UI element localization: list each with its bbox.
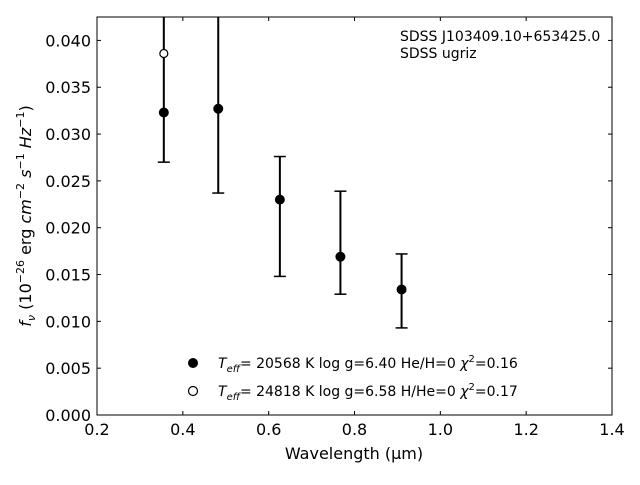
x-tick-label: 0.6 — [256, 420, 281, 439]
legend-marker-filled — [188, 358, 198, 368]
legend-text-model-2: Teff= 24818 K log g=6.58 H/He=0 χ2=0.17 — [218, 382, 518, 403]
y-tick-label: 0.005 — [45, 359, 91, 378]
y-tick-label: 0.030 — [45, 125, 91, 144]
plot-frame — [96, 16, 613, 416]
y-tick-label: 0.025 — [45, 172, 91, 191]
y-axis-label: fν (10−26 erg cm−2 s−1 Hz−1) — [14, 105, 38, 326]
x-tick-label: 0.4 — [170, 420, 195, 439]
model-point-filled — [396, 284, 407, 295]
x-tick-label: 1.4 — [599, 420, 624, 439]
y-tick-label: 0.020 — [45, 219, 91, 238]
y-tick-label: 0.040 — [45, 31, 91, 50]
legend-marker-open — [187, 385, 199, 397]
annotation-object-name: SDSS J103409.10+653425.0 — [400, 29, 600, 45]
annotation-photometry: SDSS ugriz — [400, 46, 477, 62]
legend: Teff= 20568 K log g=6.40 He/H=0 χ2=0.16 … — [187, 354, 518, 403]
axis-ticks: 0.2 0.4 0.6 0.8 1.0 1.2 1.4 0.000 0.005 0.010 0.01… — [45, 17, 625, 439]
y-tick-label: 0.000 — [45, 406, 91, 425]
model-point-filled — [213, 103, 224, 114]
y-tick-label: 0.015 — [45, 266, 91, 285]
x-axis-label: Wavelength (μm) — [285, 444, 423, 463]
y-tick-label: 0.035 — [45, 78, 91, 97]
model-point-open — [159, 48, 169, 59]
x-tick-label: 1.0 — [428, 420, 453, 439]
model-point-filled — [274, 194, 285, 205]
legend-text-model-1: Teff= 20568 K log g=6.40 He/H=0 χ2=0.16 — [218, 354, 518, 375]
model-point-filled — [158, 107, 169, 118]
data-points — [158, 48, 407, 295]
x-tick-label: 0.2 — [84, 420, 109, 439]
plot-area — [97, 17, 612, 415]
model-point-filled — [335, 251, 346, 262]
x-tick-label: 0.8 — [342, 420, 367, 439]
y-tick-label: 0.010 — [45, 312, 91, 331]
x-tick-label: 1.2 — [513, 420, 538, 439]
